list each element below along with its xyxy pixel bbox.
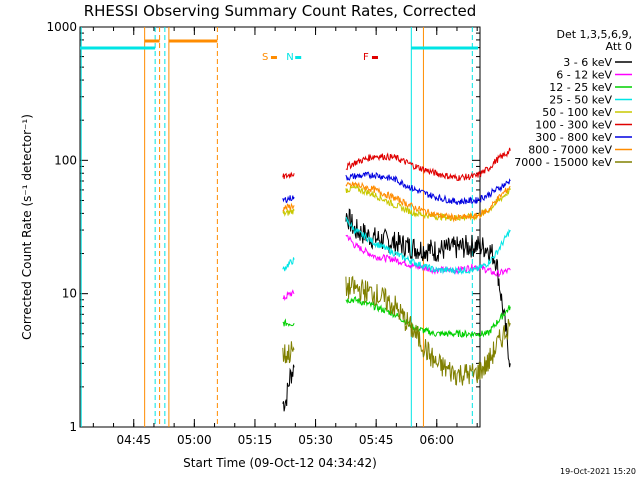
legend-entry-label: 3 - 6 keV xyxy=(563,56,612,69)
series-line-8 xyxy=(345,275,511,386)
flag-marker-swatch xyxy=(295,56,302,59)
flag-marker-s: S xyxy=(262,52,268,63)
legend-header-line: Det 1,3,5,6,9, xyxy=(556,28,632,41)
x-tick-label: 05:30 xyxy=(298,433,333,447)
event-lines xyxy=(80,27,478,427)
series-line-7 xyxy=(282,202,295,212)
x-tick-label: 04:45 xyxy=(116,433,151,447)
plot-frame xyxy=(79,26,481,428)
series-line-2 xyxy=(282,318,295,327)
legend-entry-label: 12 - 25 keV xyxy=(549,81,612,94)
legend-entry-label: 50 - 100 keV xyxy=(542,106,612,119)
flag-marker-swatch xyxy=(270,56,277,59)
series-line-7 xyxy=(345,181,511,223)
x-tick-label: 06:00 xyxy=(419,433,454,447)
y-tick-label: 1000 xyxy=(46,20,77,34)
series-line-1 xyxy=(282,289,295,301)
axis-ticks: 1 10 100 1000 04:45 05:00 05:15 05:30 05:45 06:00 xyxy=(46,20,480,447)
legend-entry-label: 800 - 7000 keV xyxy=(528,144,612,157)
legend-entry-label: 6 - 12 keV xyxy=(556,69,612,82)
flag-marker-f: F xyxy=(363,52,369,63)
legend-entry-label: 7000 - 15000 keV xyxy=(514,156,612,169)
x-axis-label: Start Time (09-Oct-12 04:34:42) xyxy=(183,456,377,470)
legend-entry-label: 25 - 50 keV xyxy=(549,94,612,107)
x-tick-label: 05:00 xyxy=(177,433,212,447)
legend-entry-label: 100 - 300 keV xyxy=(535,119,612,132)
series-layer xyxy=(282,147,511,412)
series-line-5 xyxy=(345,147,511,181)
series-line-0 xyxy=(282,364,295,412)
series-line-3 xyxy=(345,216,511,275)
y-tick-label: 10 xyxy=(62,287,77,301)
y-tick-label: 100 xyxy=(54,153,77,167)
series-line-6 xyxy=(282,195,295,204)
series-line-3 xyxy=(282,257,295,272)
chart-title: RHESSI Observing Summary Count Rates, Co… xyxy=(84,2,477,20)
legend-header-line: Att 0 xyxy=(606,40,632,53)
series-line-1 xyxy=(345,234,511,277)
series-line-8 xyxy=(282,341,295,364)
series-line-5 xyxy=(282,171,295,180)
x-tick-label: 05:15 xyxy=(238,433,273,447)
legend-entry-label: 300 - 800 keV xyxy=(535,131,612,144)
x-tick-label: 05:45 xyxy=(359,433,394,447)
y-tick-label: 1 xyxy=(69,420,77,434)
series-line-6 xyxy=(345,171,511,206)
series-line-2 xyxy=(345,296,511,339)
flag-marker-swatch xyxy=(371,56,378,59)
series-line-4 xyxy=(282,208,295,217)
timestamp: 19-Oct-2021 15:20 xyxy=(560,467,636,476)
y-axis-label: Corrected Count Rate (s⁻¹ detector⁻¹) xyxy=(20,114,34,340)
series-line-0 xyxy=(345,208,511,368)
flag-marker-n: N xyxy=(286,52,293,63)
